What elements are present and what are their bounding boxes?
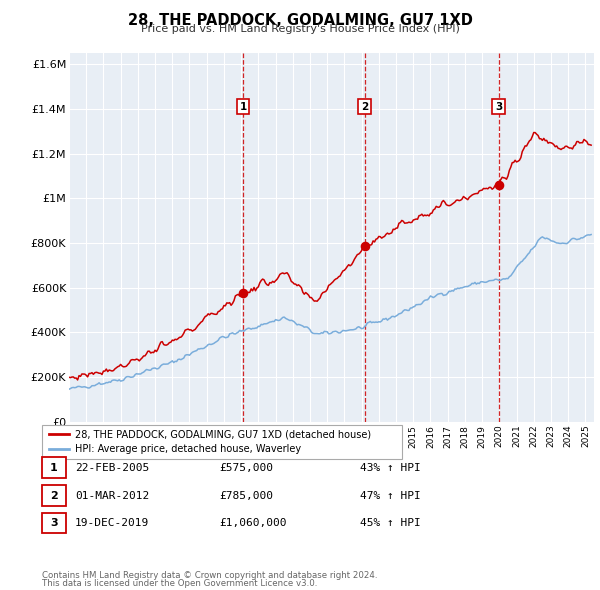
Text: 3: 3 <box>495 101 502 112</box>
Text: Price paid vs. HM Land Registry's House Price Index (HPI): Price paid vs. HM Land Registry's House … <box>140 24 460 34</box>
Text: 2: 2 <box>50 491 58 500</box>
Text: £575,000: £575,000 <box>219 463 273 473</box>
Text: Contains HM Land Registry data © Crown copyright and database right 2024.: Contains HM Land Registry data © Crown c… <box>42 571 377 580</box>
Point <box>360 242 370 251</box>
Text: 2: 2 <box>361 101 368 112</box>
Text: 22-FEB-2005: 22-FEB-2005 <box>75 463 149 473</box>
Text: 45% ↑ HPI: 45% ↑ HPI <box>360 519 421 528</box>
Text: £785,000: £785,000 <box>219 491 273 500</box>
Text: 47% ↑ HPI: 47% ↑ HPI <box>360 491 421 500</box>
Text: 01-MAR-2012: 01-MAR-2012 <box>75 491 149 500</box>
Point <box>238 289 248 298</box>
Text: 1: 1 <box>239 101 247 112</box>
Text: 28, THE PADDOCK, GODALMING, GU7 1XD: 28, THE PADDOCK, GODALMING, GU7 1XD <box>128 13 472 28</box>
Text: 19-DEC-2019: 19-DEC-2019 <box>75 519 149 528</box>
Text: This data is licensed under the Open Government Licence v3.0.: This data is licensed under the Open Gov… <box>42 579 317 588</box>
Text: HPI: Average price, detached house, Waverley: HPI: Average price, detached house, Wave… <box>75 444 301 454</box>
Text: £1,060,000: £1,060,000 <box>219 519 287 528</box>
Text: 3: 3 <box>50 519 58 528</box>
Point <box>494 180 503 189</box>
Text: 28, THE PADDOCK, GODALMING, GU7 1XD (detached house): 28, THE PADDOCK, GODALMING, GU7 1XD (det… <box>75 429 371 439</box>
Text: 1: 1 <box>50 463 58 473</box>
Text: 43% ↑ HPI: 43% ↑ HPI <box>360 463 421 473</box>
